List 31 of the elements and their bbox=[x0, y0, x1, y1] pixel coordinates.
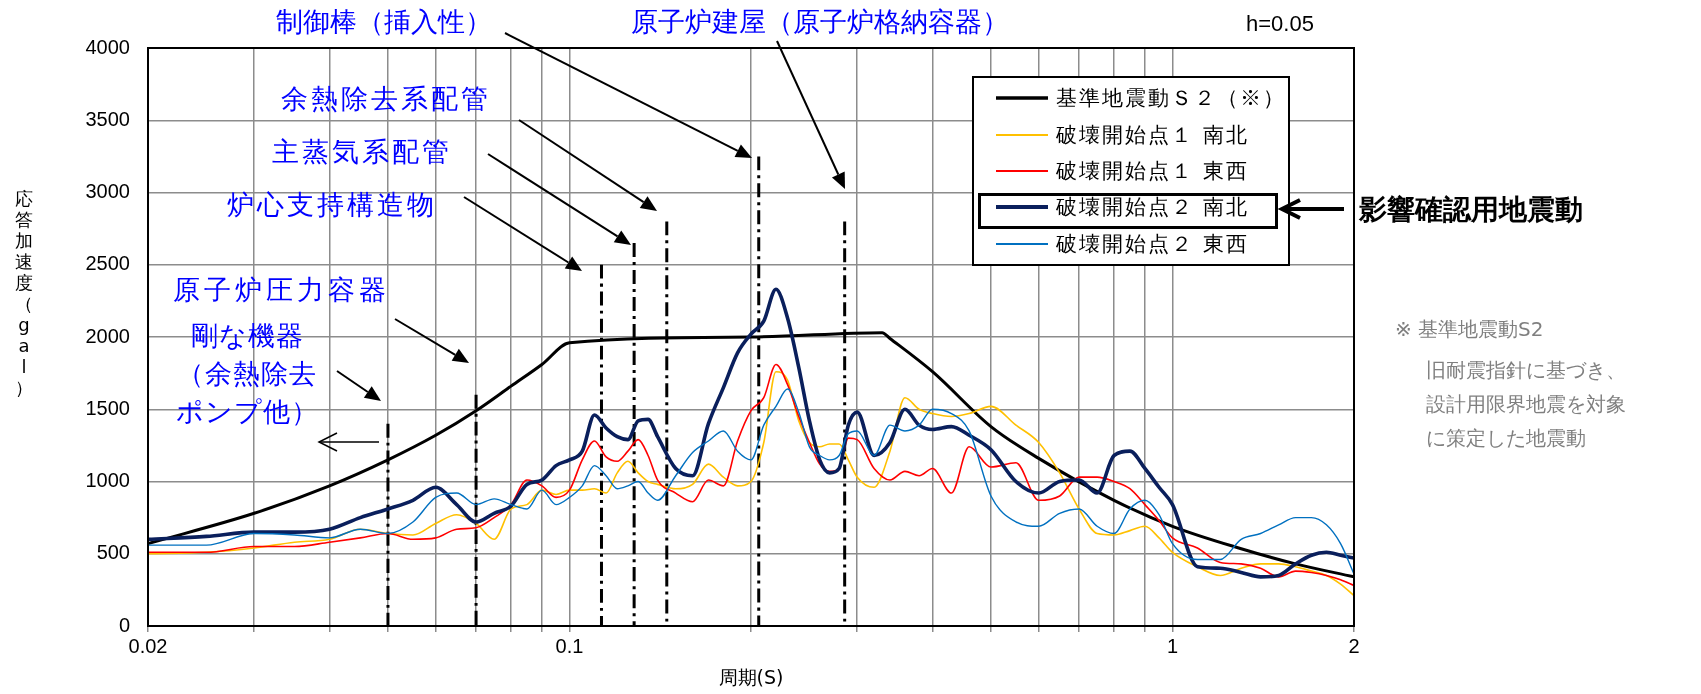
y-tick-label: 500 bbox=[96, 541, 130, 564]
text: 応答加速度（gal） bbox=[15, 188, 33, 398]
y-tick-label: 0 bbox=[118, 613, 130, 636]
y-tick-label: 3500 bbox=[85, 107, 130, 130]
annotation: 余熱除去系配管 bbox=[281, 82, 491, 117]
text: 旧耐震指針に基づき、設計用限界地震を対象に策定した地震動 bbox=[1426, 357, 1627, 452]
x-axis-title: 周期(S) bbox=[718, 665, 784, 688]
annotation: 主蒸気系配管 bbox=[272, 135, 452, 170]
x-tick-label: 0.02 bbox=[128, 634, 168, 657]
y-tick-label: 2000 bbox=[85, 324, 130, 347]
legend-label: 破壊開始点２ 南北 bbox=[1056, 194, 1249, 222]
text: ※ 基準地震動S2 bbox=[1395, 316, 1544, 342]
annotation: 原子炉圧力容器 bbox=[173, 273, 390, 308]
legend-label: 破壊開始点１ 東西 bbox=[1056, 157, 1249, 185]
y-tick-label: 2500 bbox=[85, 252, 130, 275]
legend-label: 破壊開始点２ 東西 bbox=[1056, 230, 1249, 258]
y-tick-label: 1500 bbox=[85, 396, 130, 419]
y-tick-label: 4000 bbox=[85, 35, 130, 58]
legend-label: 破壊開始点１ 南北 bbox=[1056, 121, 1249, 149]
text: 原子炉建屋（原子炉格納容器） bbox=[631, 5, 1009, 40]
x-tick-label: 2 bbox=[1348, 634, 1360, 657]
chart-title: h=0.05 bbox=[1246, 9, 1314, 38]
annotation: 剛な機器（余熱除去ポンプ他） bbox=[174, 319, 320, 429]
annotation: 炉心支持構造物 bbox=[227, 188, 437, 223]
text: 影響確認用地震動 bbox=[1359, 191, 1583, 228]
y-tick-label: 1000 bbox=[85, 469, 130, 492]
x-tick-label: 0.1 bbox=[555, 634, 584, 657]
x-tick-label: 1 bbox=[1166, 634, 1179, 657]
legend-label: 基準地震動Ｓ２（※） bbox=[1056, 85, 1286, 113]
text: 制御棒（挿入性） bbox=[276, 5, 492, 40]
y-tick-label: 3000 bbox=[85, 180, 130, 203]
